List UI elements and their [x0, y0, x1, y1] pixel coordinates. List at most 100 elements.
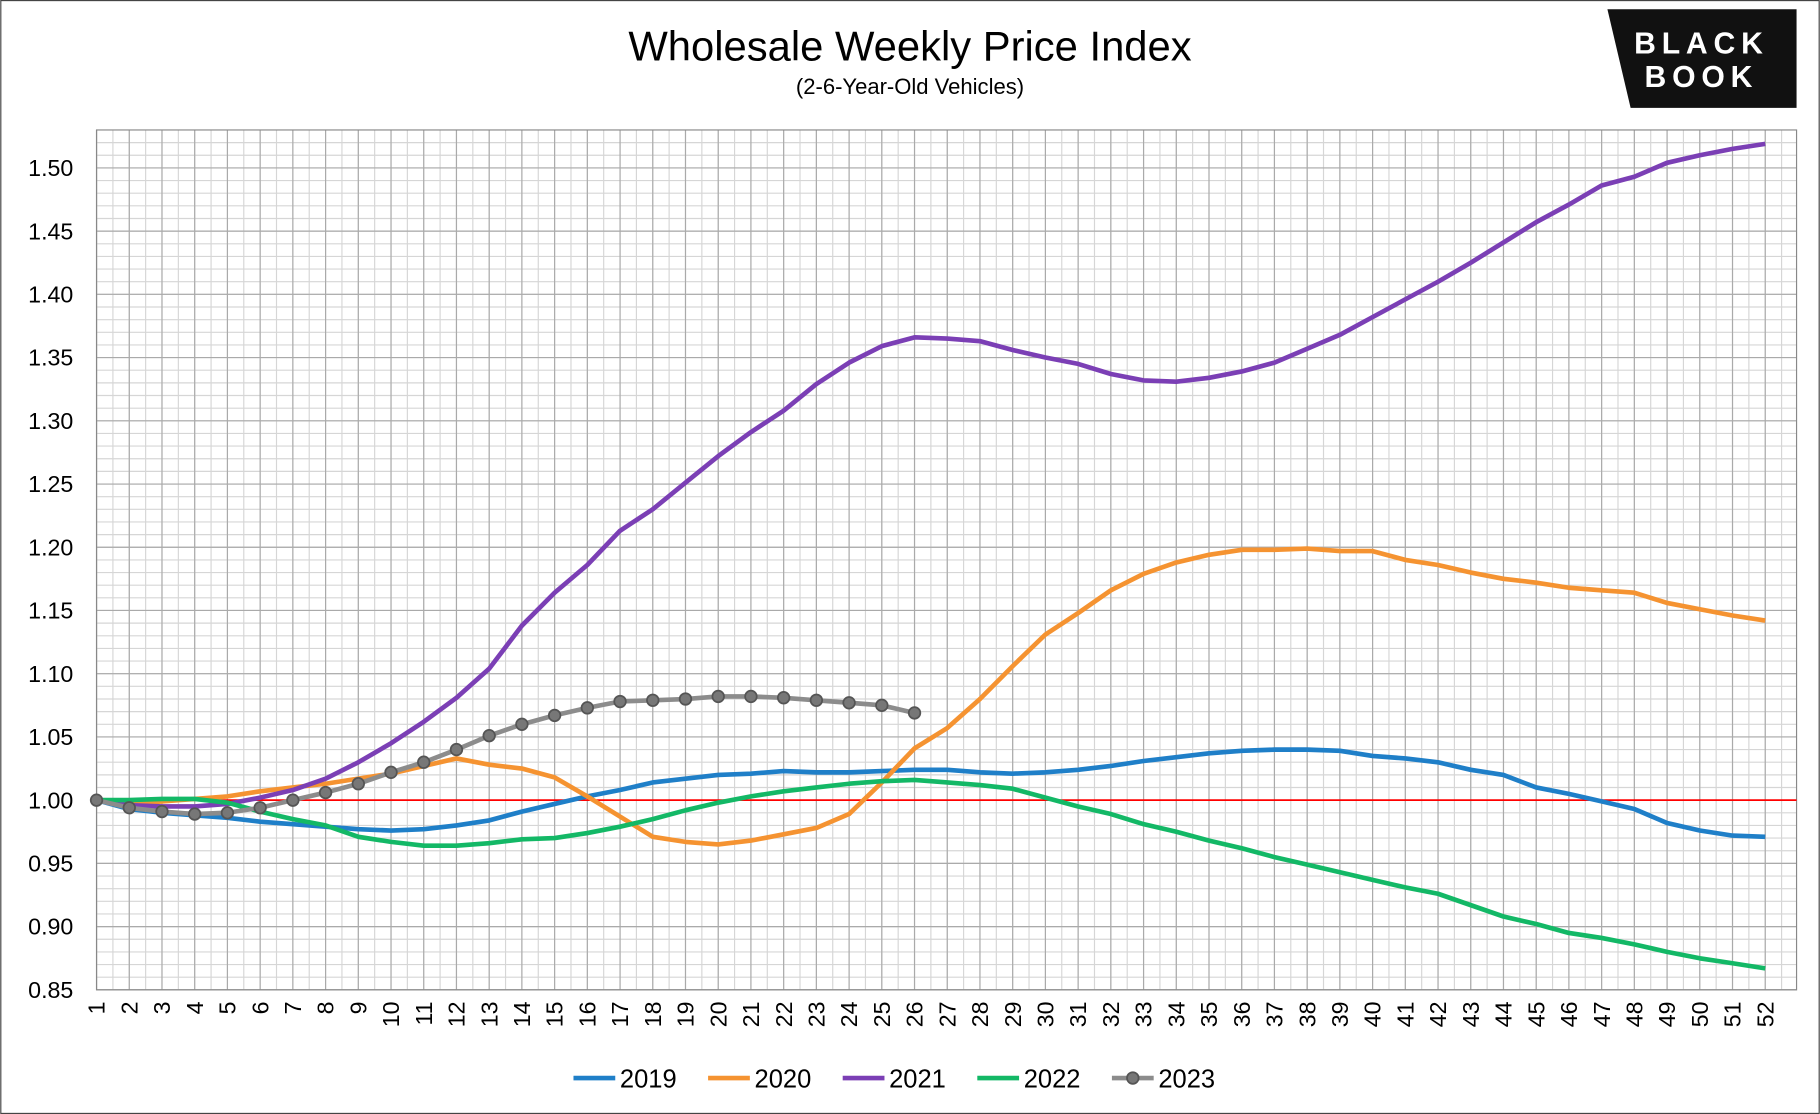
x-tick-label: 1	[84, 1001, 110, 1014]
y-tick-label: 1.30	[28, 408, 73, 434]
x-tick-label: 34	[1163, 1001, 1189, 1027]
series-line	[95, 747, 1766, 840]
y-tick-label: 1.10	[28, 661, 73, 687]
x-tick-label: 11	[411, 1001, 437, 1025]
x-tick-label: 5	[215, 1001, 241, 1014]
x-tick-label: 17	[607, 1001, 633, 1027]
x-tick-label: 28	[967, 1001, 993, 1027]
logo-text: BOOK	[1645, 61, 1759, 94]
point	[842, 696, 856, 710]
x-tick-label: 37	[1262, 1001, 1288, 1027]
point	[220, 806, 235, 820]
x-tick-label: 23	[803, 1001, 829, 1027]
x-tick-label: 25	[869, 1001, 895, 1027]
point	[515, 717, 529, 731]
legend-label: 2022	[1024, 1065, 1081, 1093]
point	[875, 698, 889, 712]
x-tick-label: 39	[1327, 1001, 1353, 1027]
x-tick-label: 6	[247, 1001, 273, 1014]
y-tick-label: 1.40	[28, 281, 73, 307]
y-tick-label: 1.50	[28, 155, 73, 181]
y-tick-label: 1.05	[28, 724, 73, 750]
point	[188, 807, 202, 821]
point	[547, 708, 562, 723]
point	[155, 804, 169, 819]
x-tick-label: 49	[1654, 1001, 1680, 1027]
point	[678, 692, 693, 706]
x-tick-label: 31	[1065, 1001, 1091, 1027]
y-tick-label: 1.45	[28, 218, 73, 244]
x-tick-label: 10	[378, 1001, 404, 1027]
x-tick-label: 2	[116, 1001, 142, 1014]
x-tick-label: 15	[542, 1001, 568, 1027]
x-tick-label: 35	[1196, 1001, 1222, 1027]
x-tick-label: 16	[574, 1001, 600, 1027]
y-tick-label: 1.35	[28, 345, 73, 371]
legend-label: 2020	[755, 1065, 812, 1093]
y-tick-label: 0.95	[28, 851, 73, 877]
legend-label: 2023	[1158, 1065, 1215, 1093]
x-tick-label: 40	[1360, 1001, 1386, 1027]
x-tick-label: 52	[1752, 1001, 1778, 1027]
point	[776, 691, 791, 705]
point	[646, 693, 660, 707]
legend-label: 2019	[620, 1065, 677, 1093]
x-tick-label: 3	[149, 1001, 175, 1014]
x-tick-label: 24	[836, 1001, 862, 1027]
x-tick-label: 43	[1458, 1001, 1484, 1027]
x-tick-label: 8	[313, 1001, 339, 1014]
x-tick-label: 7	[280, 1001, 306, 1014]
point	[286, 793, 300, 807]
x-tick-label: 50	[1687, 1001, 1713, 1027]
y-tick-label: 0.90	[28, 914, 73, 940]
point	[482, 728, 496, 743]
x-tick-label: 47	[1589, 1001, 1615, 1027]
legend-label: 2021	[889, 1065, 946, 1093]
y-tick-label: 1.15	[28, 598, 73, 624]
series-line	[96, 141, 1766, 809]
x-tick-label: 33	[1131, 1001, 1157, 1027]
point	[711, 689, 725, 704]
x-tick-label: 29	[1000, 1001, 1026, 1027]
point	[580, 701, 595, 715]
x-tick-label: 36	[1229, 1001, 1255, 1027]
series-line	[96, 777, 1766, 971]
x-tick-label: 48	[1621, 1001, 1647, 1027]
x-tick-label: 38	[1294, 1001, 1320, 1027]
chart-subtitle: (2-6-Year-Old Vehicles)	[796, 74, 1024, 99]
point	[417, 755, 431, 769]
y-tick-label: 1.25	[28, 471, 73, 497]
x-tick-label: 9	[345, 1001, 371, 1014]
x-tick-label: 30	[1033, 1001, 1059, 1027]
point	[122, 801, 136, 815]
x-tick-label: 42	[1425, 1001, 1451, 1027]
x-tick-label: 18	[640, 1001, 666, 1027]
y-tick-label: 0.85	[28, 977, 73, 1003]
x-tick-label: 41	[1392, 1001, 1418, 1027]
x-tick-label: 51	[1720, 1001, 1746, 1027]
x-tick-label: 45	[1523, 1001, 1549, 1027]
x-tick-label: 44	[1491, 1001, 1517, 1027]
point	[384, 765, 398, 780]
x-tick-label: 13	[476, 1001, 502, 1027]
x-tick-label: 22	[771, 1001, 797, 1027]
point	[907, 706, 922, 720]
x-tick-label: 21	[738, 1001, 764, 1027]
point	[318, 785, 333, 800]
logo-box	[1607, 9, 1797, 108]
x-tick-label: 27	[934, 1001, 960, 1027]
point	[613, 694, 627, 709]
x-tick-label: 19	[673, 1001, 699, 1027]
point	[449, 742, 464, 757]
point	[744, 689, 758, 704]
plot-area	[95, 129, 1798, 991]
y-tick-label: 1.20	[28, 534, 73, 560]
x-tick-label: 14	[509, 1001, 535, 1027]
x-tick-label: 12	[444, 1001, 470, 1027]
point	[809, 693, 824, 707]
x-tick-label: 32	[1098, 1001, 1124, 1027]
x-tick-label: 46	[1556, 1001, 1582, 1027]
